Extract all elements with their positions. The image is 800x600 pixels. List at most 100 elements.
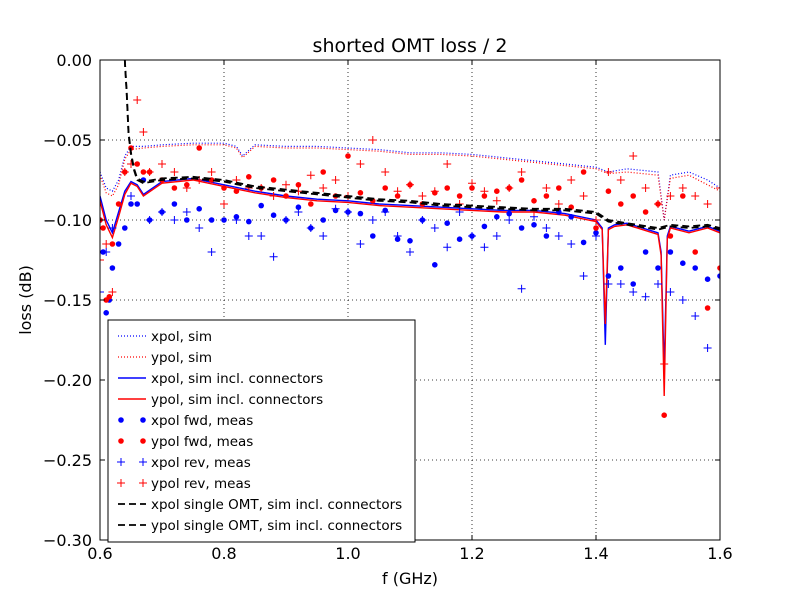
data-point [705, 276, 711, 282]
data-point [407, 238, 413, 244]
legend-item: ypol single OMT, sim incl. connectors [118, 518, 402, 534]
data-point [246, 174, 252, 180]
legend-label: ypol, sim [151, 350, 212, 366]
data-point [581, 240, 587, 246]
data-point [668, 249, 674, 255]
x-tick-label: 1.4 [583, 544, 608, 563]
data-point [680, 193, 686, 199]
x-tick-label: 1.0 [335, 544, 360, 563]
y-tick-label: −0.30 [43, 531, 92, 550]
x-tick-label: 1.6 [707, 544, 732, 563]
data-point [618, 265, 624, 271]
data-point [122, 225, 128, 231]
legend-label: ypol, sim incl. connectors [151, 392, 323, 408]
data-point [457, 193, 463, 199]
y-tick-label: −0.20 [43, 371, 92, 390]
data-point [221, 185, 227, 191]
data-point [482, 224, 488, 230]
data-point [172, 201, 178, 207]
legend-label: xpol fwd, meas [151, 413, 253, 429]
data-point [519, 225, 525, 231]
data-point [680, 260, 686, 266]
data-point [141, 169, 147, 175]
data-point [172, 185, 178, 191]
data-point [128, 201, 134, 207]
data-point [246, 219, 252, 225]
data-point [544, 193, 550, 199]
data-point [581, 169, 587, 175]
data-point [116, 201, 122, 207]
data-point [544, 233, 550, 239]
y-axis-label: loss (dB) [16, 265, 35, 335]
data-point [444, 220, 450, 226]
data-point [705, 305, 711, 311]
legend-label: xpol single OMT, sim incl. connectors [151, 497, 402, 513]
data-point [107, 294, 113, 300]
data-point [655, 265, 661, 271]
data-point [271, 177, 277, 183]
data-point [358, 190, 364, 196]
data-point [103, 310, 109, 316]
data-point [320, 217, 326, 223]
data-point [358, 211, 364, 217]
data-point [506, 211, 512, 217]
data-point [531, 222, 537, 228]
y-tick-label: −0.25 [43, 451, 92, 470]
data-point [531, 198, 537, 204]
legend-item: xpol single OMT, sim incl. connectors [118, 497, 402, 513]
data-point [296, 182, 302, 188]
data-point [457, 236, 463, 242]
x-axis-label: f (GHz) [382, 569, 438, 588]
legend: xpol, sim ypol, sim xpol, sim incl. connec… [108, 320, 415, 542]
data-point [100, 225, 106, 231]
y-tick-label: −0.15 [43, 291, 92, 310]
data-point [234, 188, 240, 194]
y-tick-label: −0.10 [43, 211, 92, 230]
legend-marker [140, 438, 146, 444]
data-point [308, 201, 314, 207]
data-point [519, 177, 525, 183]
data-point [432, 262, 438, 268]
x-tick-label: 0.8 [211, 544, 236, 563]
data-point [630, 281, 636, 287]
legend-label: ypol fwd, meas [151, 434, 253, 450]
data-point [643, 209, 649, 215]
legend-label: ypol single OMT, sim incl. connectors [151, 518, 402, 534]
data-point [283, 193, 289, 199]
data-point [196, 206, 202, 212]
data-point [221, 217, 227, 223]
y-tick-label: −0.05 [43, 131, 92, 150]
data-point [116, 241, 122, 247]
data-point [370, 233, 376, 239]
data-point [271, 212, 277, 218]
data-point [184, 217, 190, 223]
data-point [643, 249, 649, 255]
data-point [382, 185, 388, 191]
legend-marker [118, 417, 124, 423]
data-point [606, 188, 612, 194]
data-point [345, 153, 351, 159]
data-point [668, 233, 674, 239]
data-point [494, 188, 500, 194]
data-point [196, 145, 202, 151]
data-point [134, 201, 140, 207]
legend-label: ypol rev, meas [151, 476, 251, 492]
data-point [556, 185, 562, 191]
legend-label: xpol rev, meas [151, 455, 251, 471]
data-point [618, 201, 624, 207]
data-point [134, 161, 140, 167]
data-point [258, 203, 264, 209]
legend-marker [118, 438, 124, 444]
x-tick-label: 1.2 [459, 544, 484, 563]
data-point [593, 225, 599, 231]
data-point [320, 169, 326, 175]
y-tick-label: 0.00 [56, 51, 92, 70]
legend-marker [140, 417, 146, 423]
data-point [606, 273, 612, 279]
data-point [494, 214, 500, 220]
legend-label: xpol, sim incl. connectors [151, 371, 323, 387]
data-point [110, 265, 116, 271]
chart-title: shorted OMT loss / 2 [313, 35, 508, 57]
data-point [630, 193, 636, 199]
